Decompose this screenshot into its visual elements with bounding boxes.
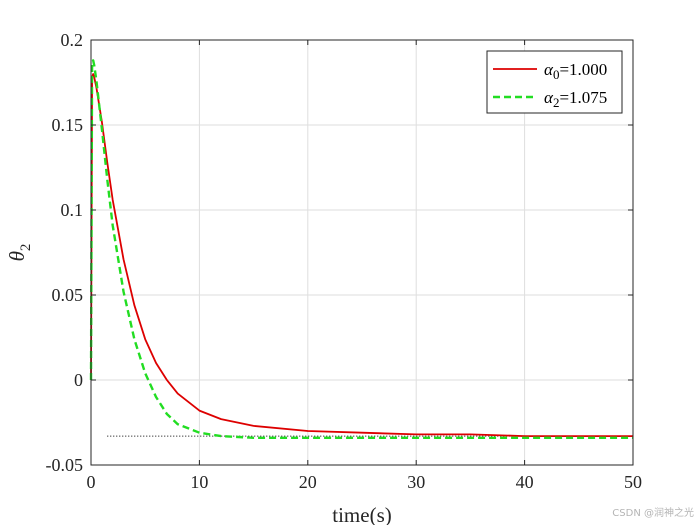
y-axis-label: θ2 xyxy=(5,244,34,262)
y-tick-label: 0 xyxy=(74,370,83,390)
legend-entry-alpha2: α2=1.075 xyxy=(544,88,607,110)
x-axis-label: time(s) xyxy=(332,503,391,525)
series-line-alpha0 xyxy=(90,73,633,437)
y-axis-label-symbol: θ xyxy=(5,251,29,261)
x-tick-labels: 0 10 20 30 40 50 xyxy=(87,472,643,492)
x-tick-label: 0 xyxy=(87,472,96,492)
legend-entry-alpha0-subscript: 0 xyxy=(553,67,560,82)
legend-entry-alpha2-value: =1.075 xyxy=(559,88,607,107)
series-line-alpha2 xyxy=(89,59,633,439)
y-tick-label: 0.05 xyxy=(52,285,84,305)
y-tick-label: 0.2 xyxy=(61,30,84,50)
legend: α0=1.000 α2=1.075 xyxy=(486,50,623,114)
axis-ticks xyxy=(90,39,634,466)
y-tick-label: 0.1 xyxy=(61,200,84,220)
legend-entry-alpha0: α0=1.000 xyxy=(544,60,607,82)
y-tick-label: 0.15 xyxy=(52,115,84,135)
legend-entry-alpha0-symbol: α xyxy=(544,60,554,79)
y-tick-labels: -0.05 0 0.05 0.1 0.15 0.2 xyxy=(46,30,84,475)
legend-box xyxy=(486,50,623,114)
x-tick-label: 20 xyxy=(299,472,317,492)
x-tick-label: 40 xyxy=(516,472,534,492)
y-tick-label: -0.05 xyxy=(46,455,84,475)
legend-entry-alpha2-subscript: 2 xyxy=(553,95,560,110)
x-tick-label: 30 xyxy=(407,472,425,492)
legend-entry-alpha0-value: =1.000 xyxy=(559,60,607,79)
watermark-text: CSDN @润神之光 xyxy=(612,506,694,519)
y-axis-label-subscript: 2 xyxy=(18,244,34,252)
axes-frame xyxy=(90,39,634,466)
series-group xyxy=(89,59,633,439)
x-tick-label: 10 xyxy=(190,472,208,492)
legend-entry-alpha2-symbol: α xyxy=(544,88,554,107)
x-tick-label: 50 xyxy=(624,472,642,492)
